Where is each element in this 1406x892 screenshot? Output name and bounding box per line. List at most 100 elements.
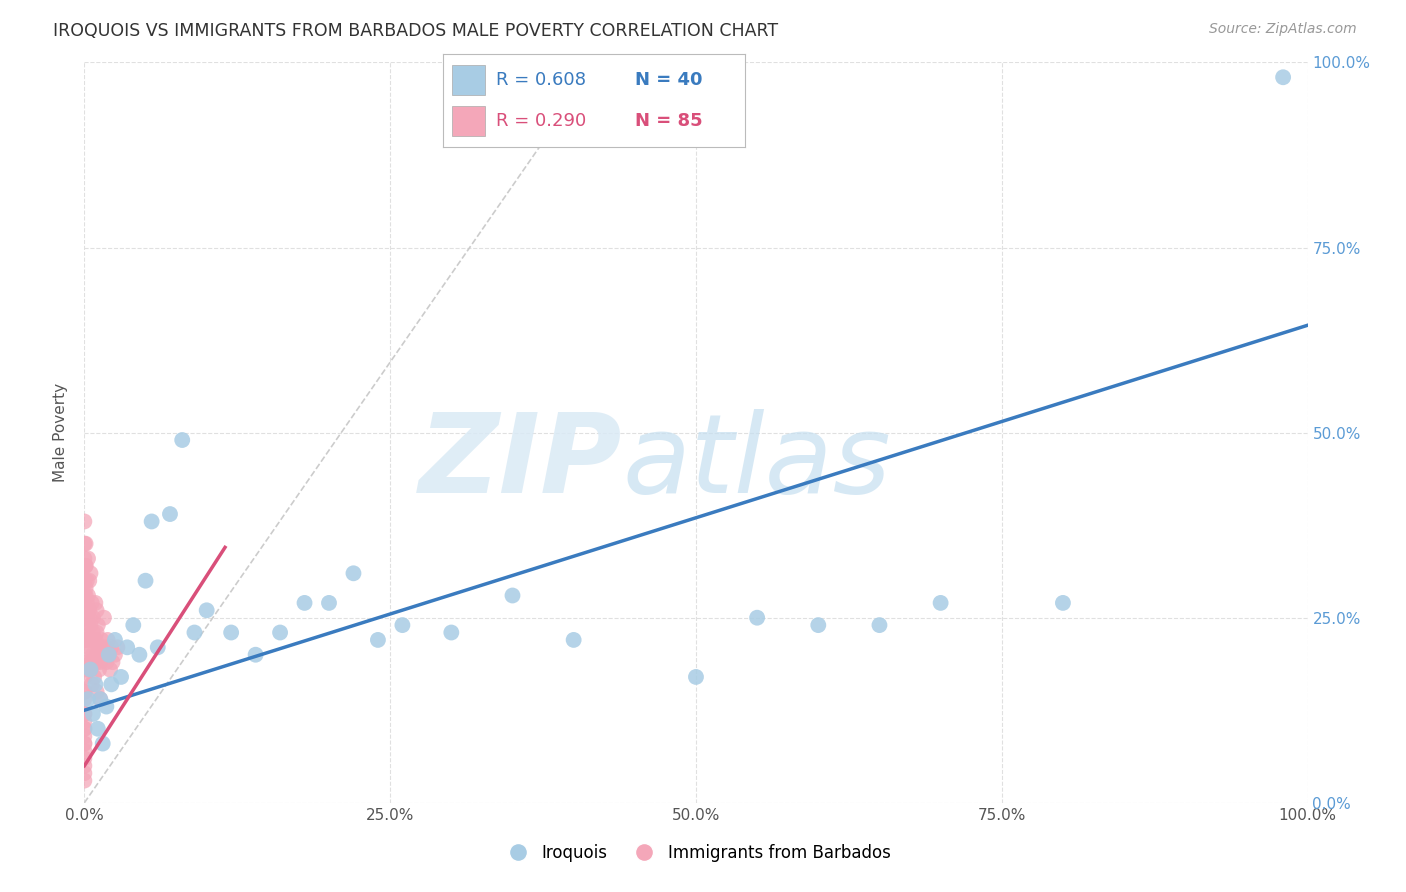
Point bbox=[73, 737, 96, 751]
Text: R = 0.608: R = 0.608 bbox=[496, 70, 586, 88]
Point bbox=[77, 640, 100, 655]
Point bbox=[96, 699, 118, 714]
Point bbox=[89, 692, 111, 706]
Point bbox=[86, 648, 108, 662]
Point bbox=[391, 618, 413, 632]
Point bbox=[86, 685, 108, 699]
Point bbox=[1272, 70, 1295, 85]
Point bbox=[73, 551, 96, 566]
FancyBboxPatch shape bbox=[451, 65, 485, 95]
Point bbox=[747, 610, 769, 624]
Point bbox=[122, 618, 145, 632]
Point bbox=[90, 648, 112, 662]
Point bbox=[91, 648, 114, 662]
Point bbox=[105, 640, 128, 655]
Point bbox=[82, 706, 104, 721]
Point bbox=[77, 589, 100, 603]
Point bbox=[77, 603, 100, 617]
Point bbox=[75, 558, 97, 573]
Point bbox=[79, 632, 101, 647]
Text: N = 40: N = 40 bbox=[636, 70, 703, 88]
Point bbox=[1052, 596, 1074, 610]
Point bbox=[440, 625, 463, 640]
Point bbox=[82, 610, 104, 624]
Text: N = 85: N = 85 bbox=[636, 112, 703, 130]
Point bbox=[73, 589, 96, 603]
Point bbox=[79, 618, 101, 632]
Point bbox=[73, 625, 96, 640]
Point bbox=[73, 751, 96, 765]
Point bbox=[318, 596, 340, 610]
Point bbox=[84, 596, 107, 610]
Point bbox=[869, 618, 891, 632]
Point bbox=[87, 640, 110, 655]
Point bbox=[75, 558, 97, 573]
Point bbox=[73, 692, 96, 706]
Point bbox=[73, 648, 96, 662]
Point bbox=[87, 618, 110, 632]
Point bbox=[80, 596, 103, 610]
Point bbox=[73, 685, 96, 699]
Point bbox=[80, 677, 103, 691]
Point bbox=[73, 610, 96, 624]
Point bbox=[77, 692, 100, 706]
Point bbox=[195, 603, 218, 617]
Text: IROQUOIS VS IMMIGRANTS FROM BARBADOS MALE POVERTY CORRELATION CHART: IROQUOIS VS IMMIGRANTS FROM BARBADOS MAL… bbox=[53, 22, 779, 40]
Point bbox=[77, 655, 100, 669]
Point bbox=[77, 610, 100, 624]
Point bbox=[342, 566, 364, 581]
Point bbox=[96, 655, 118, 669]
Point bbox=[73, 515, 96, 529]
Point bbox=[84, 677, 107, 691]
Point bbox=[929, 596, 952, 610]
Legend: Iroquois, Immigrants from Barbados: Iroquois, Immigrants from Barbados bbox=[495, 838, 897, 869]
Point bbox=[77, 551, 100, 566]
Point bbox=[75, 536, 97, 550]
Point bbox=[86, 625, 108, 640]
Point bbox=[73, 766, 96, 780]
Point bbox=[87, 640, 110, 655]
Point bbox=[115, 640, 138, 655]
Point bbox=[83, 670, 105, 684]
Text: atlas: atlas bbox=[623, 409, 891, 516]
Point bbox=[502, 589, 524, 603]
Point bbox=[269, 625, 291, 640]
Point bbox=[98, 663, 121, 677]
Point bbox=[75, 603, 97, 617]
Point bbox=[219, 625, 242, 640]
Point bbox=[101, 655, 124, 669]
Point bbox=[84, 632, 107, 647]
Point bbox=[73, 574, 96, 588]
Point bbox=[73, 663, 96, 677]
Point bbox=[80, 655, 103, 669]
Point bbox=[75, 589, 97, 603]
Point bbox=[73, 632, 96, 647]
Point bbox=[100, 677, 122, 691]
Point bbox=[73, 722, 96, 736]
Point bbox=[367, 632, 389, 647]
Point bbox=[141, 515, 163, 529]
Point bbox=[73, 773, 96, 788]
Point bbox=[73, 758, 96, 772]
Point bbox=[73, 536, 96, 550]
Point bbox=[146, 640, 169, 655]
Point bbox=[77, 574, 100, 588]
Point bbox=[89, 692, 111, 706]
FancyBboxPatch shape bbox=[451, 106, 485, 136]
Point bbox=[77, 632, 100, 647]
Point bbox=[128, 648, 150, 662]
Point bbox=[76, 632, 98, 647]
Point bbox=[97, 632, 120, 647]
Point bbox=[73, 714, 96, 729]
Point bbox=[73, 706, 96, 721]
Point bbox=[183, 625, 205, 640]
Point bbox=[245, 648, 267, 662]
Point bbox=[562, 632, 585, 647]
Point bbox=[79, 663, 101, 677]
Text: ZIP: ZIP bbox=[419, 409, 623, 516]
Point bbox=[91, 737, 114, 751]
Point bbox=[294, 596, 316, 610]
Point bbox=[172, 433, 194, 447]
Point bbox=[76, 574, 98, 588]
Point bbox=[75, 581, 97, 595]
